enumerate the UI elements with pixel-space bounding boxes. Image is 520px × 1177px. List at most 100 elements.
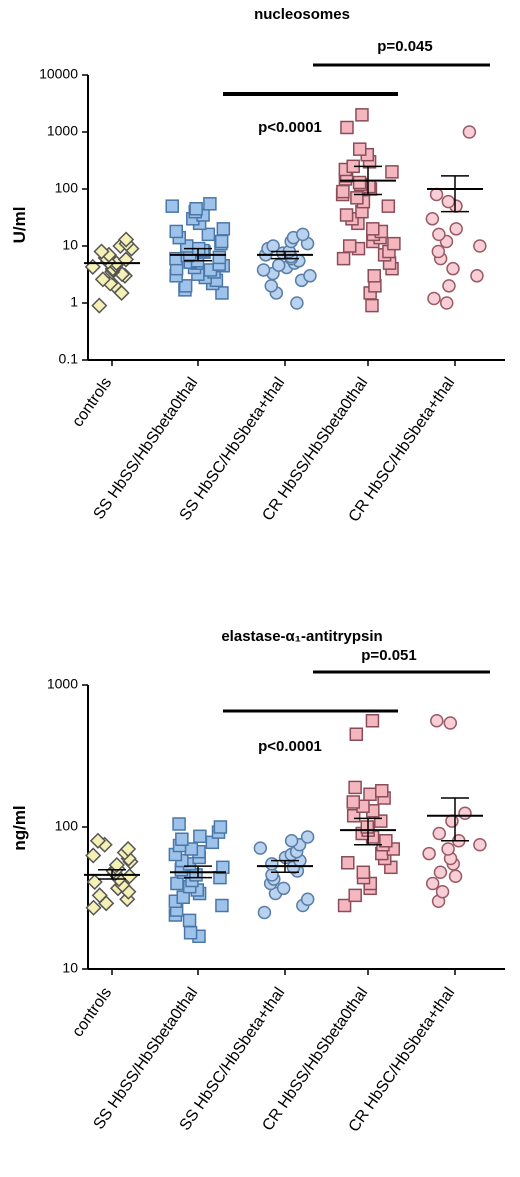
data-point [422, 846, 436, 861]
data-point [203, 197, 217, 211]
data-point [340, 120, 354, 135]
data-point [443, 716, 458, 730]
data-point [214, 234, 229, 249]
data-point [458, 806, 472, 820]
data-point [336, 184, 350, 199]
data-point [300, 830, 315, 844]
data-point [431, 244, 446, 259]
data-point [264, 279, 279, 293]
data-point [172, 817, 186, 831]
data-point [193, 829, 207, 844]
data-point [473, 837, 487, 852]
data-point [342, 239, 357, 253]
y-tick-label: 100 [55, 180, 79, 196]
data-point [85, 899, 102, 916]
data-point [441, 194, 456, 209]
data-point [367, 269, 381, 283]
y-tick-label: 10 [62, 960, 78, 976]
data-point [341, 856, 355, 870]
chart-panel-2: elastase-α₁-antitrypsin ng/ml 10 100 1000 con… [10, 628, 505, 1135]
data-point [265, 857, 279, 871]
x-tick-label: SS HbSS/HbSbeta0thal [90, 375, 201, 523]
y-axis-label: ng/ml [10, 805, 29, 850]
data-point [352, 142, 367, 156]
data-point [446, 261, 460, 276]
data-point [296, 227, 310, 242]
x-tick-label: SS HbSS/HbSbeta0thal [90, 985, 201, 1133]
data-point [108, 856, 125, 874]
data-point [120, 840, 137, 858]
data-point [303, 269, 317, 283]
data-point [432, 227, 446, 242]
y-tick-label: 1000 [47, 676, 78, 692]
data-point [256, 263, 271, 277]
data-point [170, 876, 184, 891]
data-point [348, 780, 362, 795]
x-tick-label: controls [69, 985, 115, 1041]
data-point [432, 826, 447, 841]
data-point [215, 898, 229, 913]
data-point [276, 881, 291, 896]
p-value-label: p<0.0001 [258, 119, 322, 136]
chart-title: elastase-α₁-antitrypsin [221, 628, 382, 645]
data-point [165, 199, 179, 213]
data-point [93, 243, 110, 260]
data-point [339, 208, 354, 222]
data-point [433, 865, 448, 880]
data-point [189, 202, 203, 216]
data-point [379, 834, 393, 848]
data-point [175, 832, 189, 846]
data-point [271, 258, 286, 272]
y-axis-label: U/ml [10, 207, 29, 244]
data-point [365, 714, 380, 728]
data-point [430, 714, 444, 728]
data-point [381, 199, 396, 213]
data-point [349, 727, 364, 741]
data-point [178, 279, 193, 293]
p-value-label: p<0.0001 [258, 738, 322, 755]
data-point [462, 125, 477, 139]
data-point [470, 269, 484, 283]
data-point [213, 820, 228, 834]
data-point [300, 892, 315, 906]
data-point [366, 222, 380, 236]
x-tick-label: CR HbSC/HbSbeta+thal [346, 985, 459, 1136]
y-tick-label: 1000 [47, 123, 78, 139]
data-point [385, 165, 399, 179]
data-point [216, 222, 231, 236]
data-point [290, 296, 304, 310]
data-point [363, 787, 377, 802]
data-point [337, 898, 352, 913]
p-value-label: p=0.051 [361, 647, 416, 664]
data-point [445, 814, 459, 828]
data-point [355, 108, 369, 122]
data-point [91, 297, 108, 314]
data-point [85, 847, 102, 864]
y-tick-label: 1 [70, 294, 78, 310]
data-point [448, 869, 463, 883]
data-point [89, 832, 106, 849]
data-point [201, 227, 216, 242]
data-point [350, 191, 364, 205]
data-point [429, 187, 444, 202]
chart-title: nucleosomes [254, 6, 350, 23]
y-tick-label: 10000 [39, 66, 78, 82]
x-tick-label: controls [69, 375, 115, 431]
data-point [346, 795, 361, 809]
data-point [183, 926, 198, 940]
data-point [336, 251, 351, 266]
data-point [356, 865, 371, 880]
data-point [441, 842, 455, 856]
data-point [94, 271, 111, 288]
data-point [348, 888, 362, 903]
data-point [427, 291, 441, 306]
data-point [118, 231, 135, 248]
y-tick-label: 0.1 [59, 351, 79, 367]
data-point [473, 239, 487, 253]
data-point [257, 905, 272, 920]
chart-panel-1: nucleosomes U/ml 0.1 1 10 100 1000 10000 control… [10, 6, 505, 525]
data-point [365, 298, 379, 313]
data-point [182, 913, 197, 928]
